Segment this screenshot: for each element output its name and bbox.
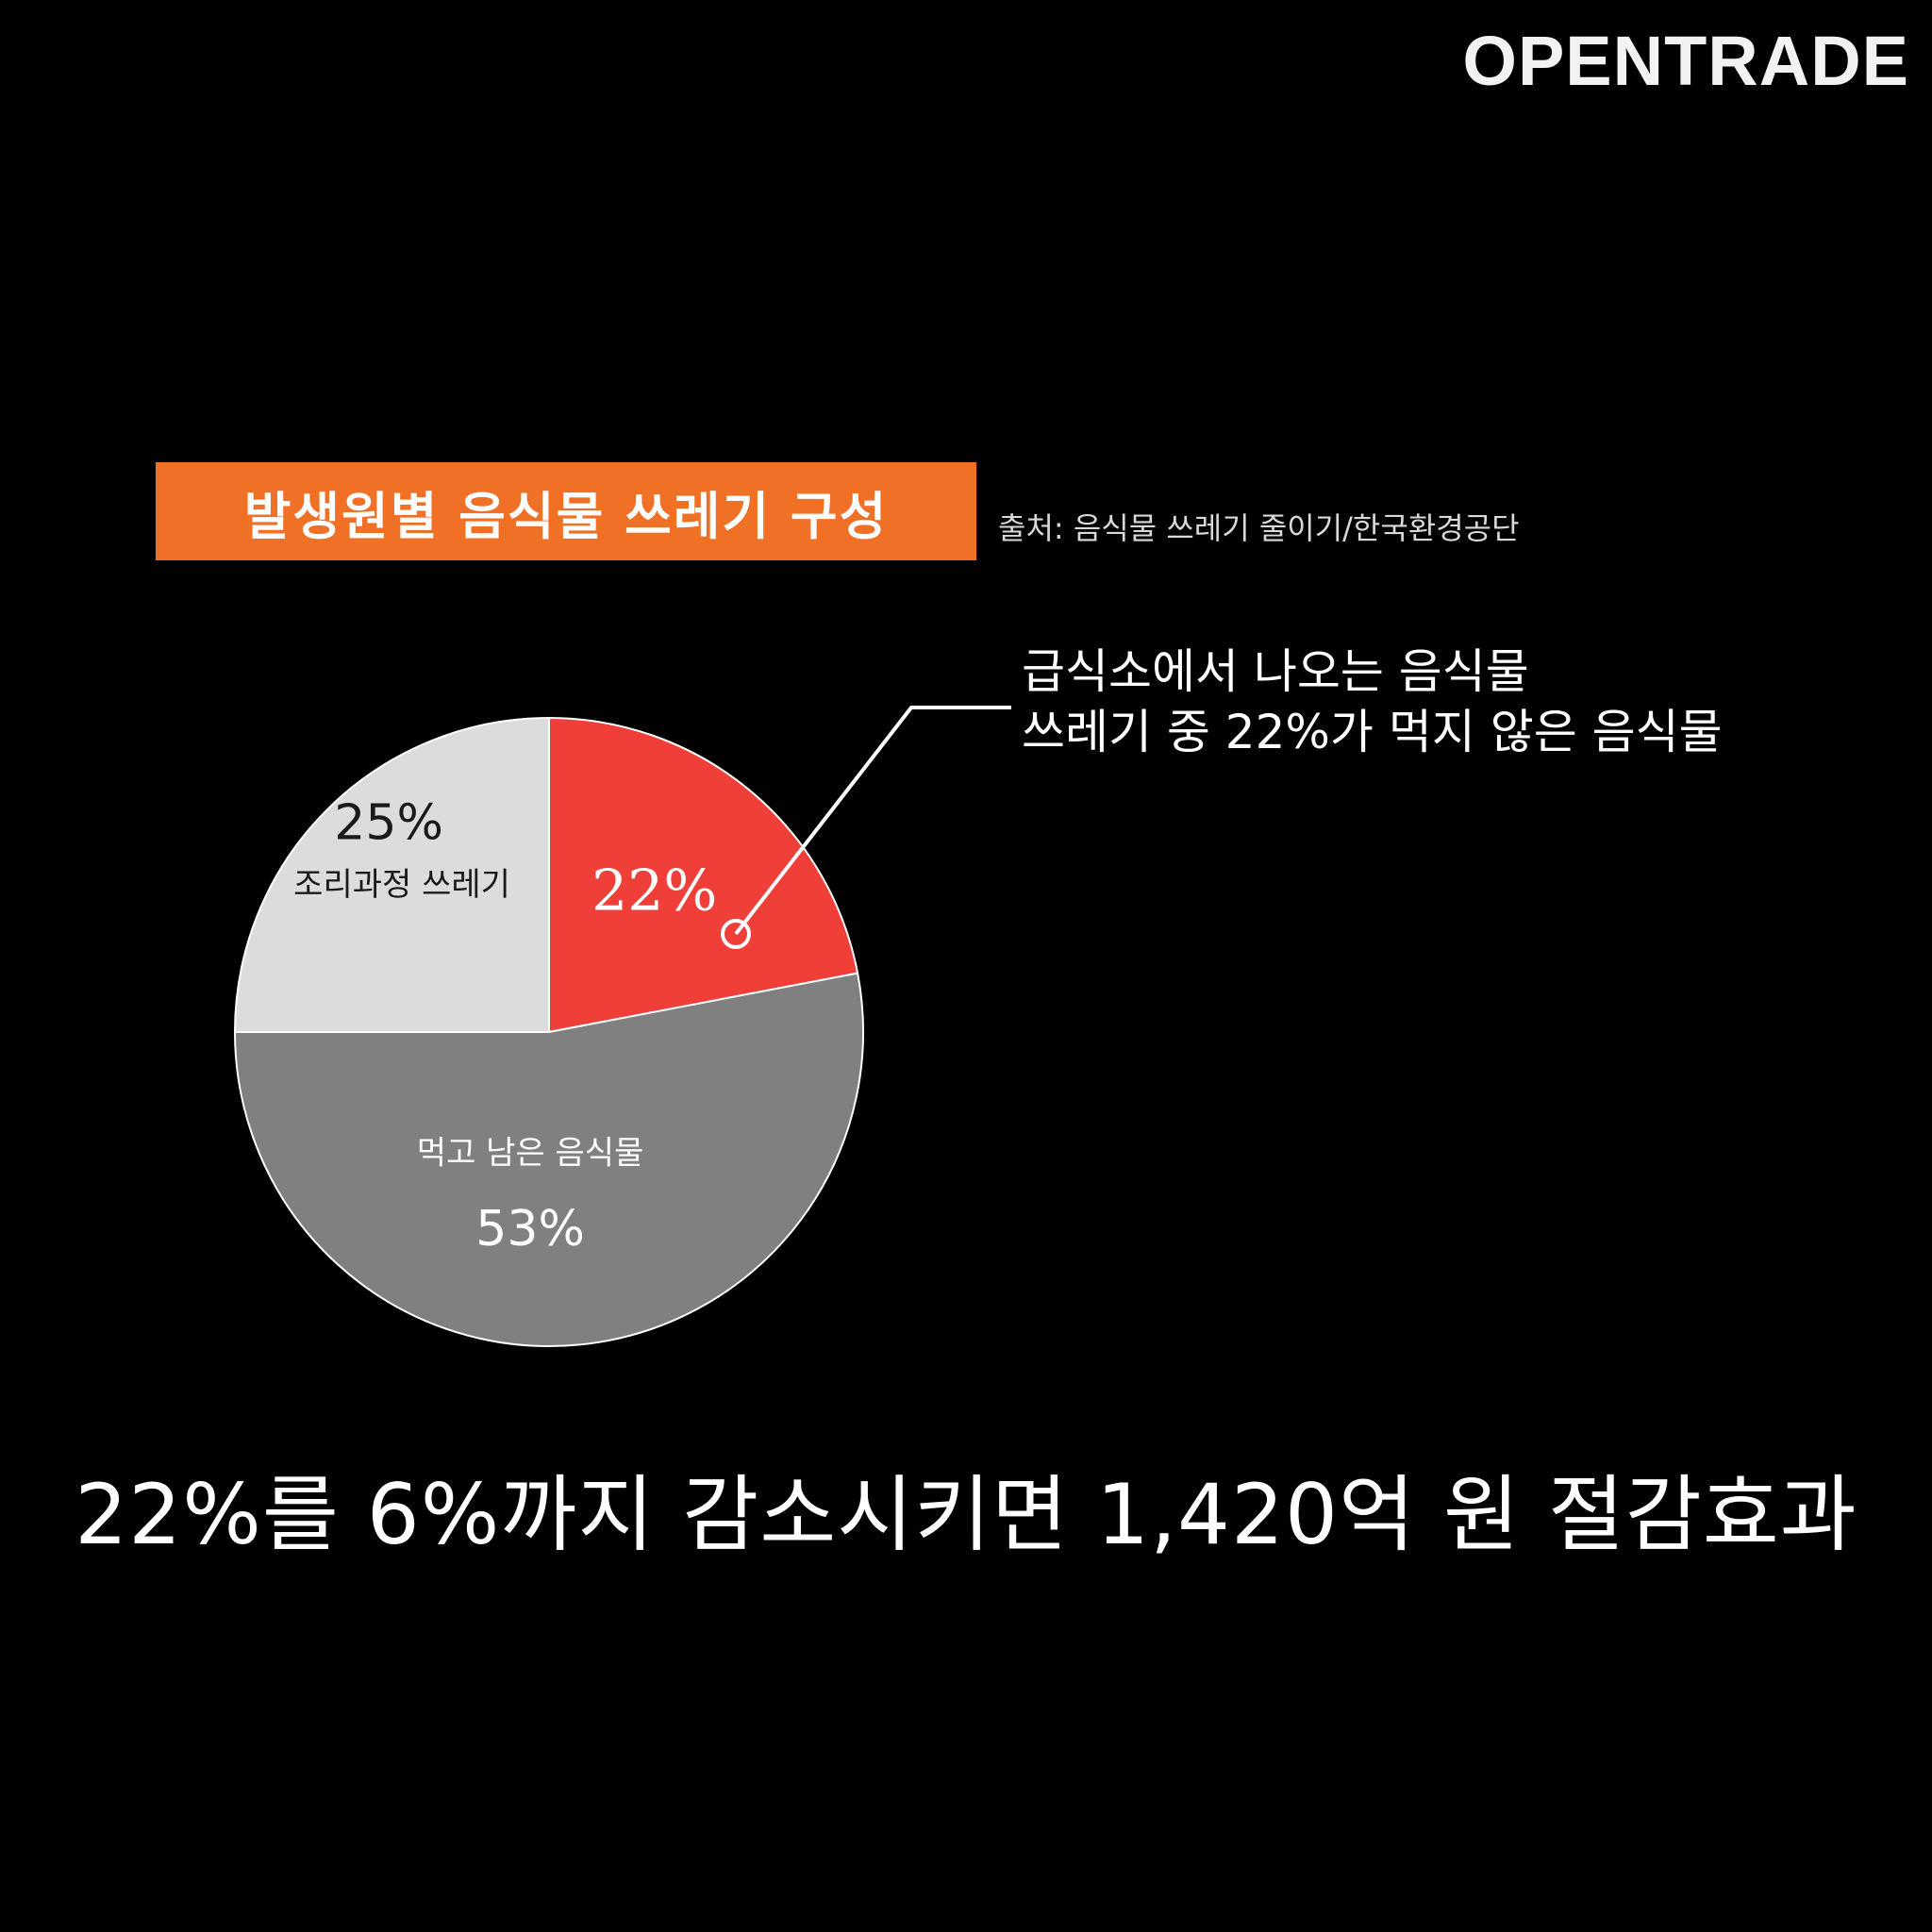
brand-logo: OPENTRADE xyxy=(1462,22,1909,100)
callout-line-1: 급식소에서 나오는 음식물 xyxy=(1022,644,1529,699)
pie-slice-uneaten xyxy=(548,716,859,1034)
pie-slices xyxy=(233,716,864,1347)
data-label-leftover: 53% xyxy=(475,1201,585,1257)
pie-labels: 22% 먹고 남은 음식물 53% 25% 조리과정 쓰레기 xyxy=(293,795,717,1257)
data-label-uneaten: 22% xyxy=(591,858,717,924)
callout-line-2: 쓰레기 중 22%가 먹지 않은 음식물 xyxy=(1022,705,1723,759)
source-note: 출처: 음식물 쓰레기 줄이기/한국환경공단 xyxy=(998,510,1520,546)
data-label-cooking: 25% xyxy=(334,795,443,852)
pie-slice-leftover xyxy=(233,972,864,1347)
pie-slice-cooking xyxy=(233,716,550,1033)
slice-label-cooking: 조리과정 쓰레기 xyxy=(293,866,510,904)
callout-leader-line xyxy=(734,706,1011,936)
chart-title: 발생원별 음식물 쓰레기 구성 xyxy=(243,486,889,546)
chart-title-banner: 발생원별 음식물 쓰레기 구성 xyxy=(156,462,976,560)
slice-label-leftover: 먹고 남은 음식물 xyxy=(417,1135,644,1173)
callout-text: 급식소에서 나오는 음식물 쓰레기 중 22%가 먹지 않은 음식물 xyxy=(1022,641,1723,762)
conclusion-text: 22%를 6%까지 감소시키면 1,420억 원 절감효과 xyxy=(75,1466,1857,1563)
callout-marker xyxy=(721,919,751,949)
